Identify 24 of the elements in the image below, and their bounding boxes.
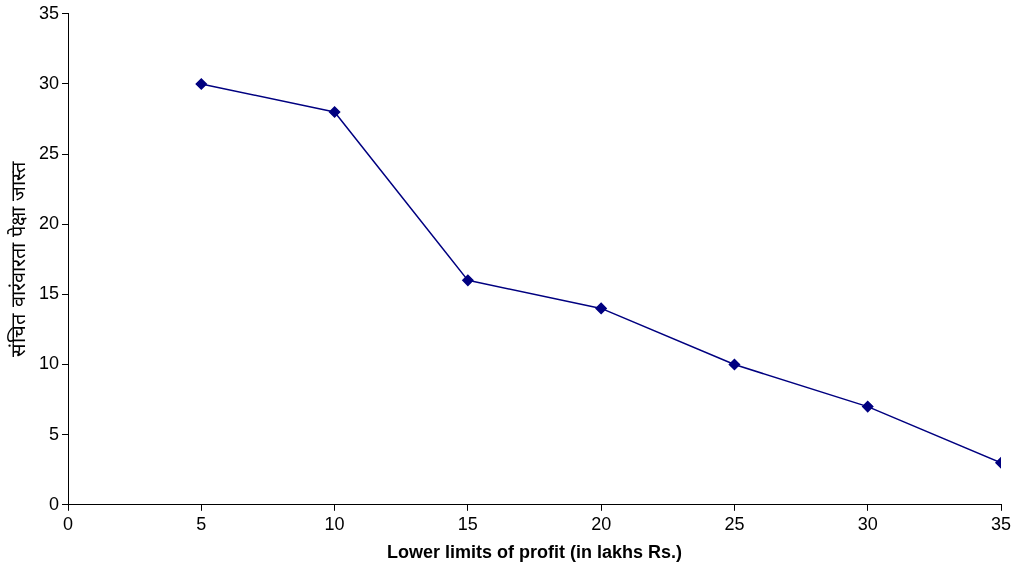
point <box>861 400 874 413</box>
y-tick-label: 10 <box>38 353 60 374</box>
point <box>595 302 607 315</box>
y-tick-label: 35 <box>38 2 60 23</box>
x-tick-label: 20 <box>591 513 612 534</box>
point <box>462 274 474 287</box>
x-tick-label: 5 <box>196 513 207 534</box>
y-tick-label: 15 <box>38 283 60 304</box>
point <box>195 78 208 90</box>
y-tick-label: 0 <box>49 493 60 514</box>
y-axis-title: संचित वारंवारता पेक्षा जास्त <box>6 160 31 357</box>
y-tick-label: 20 <box>38 213 60 234</box>
x-tick-label: 30 <box>857 513 878 534</box>
x-tick-label: 10 <box>324 513 345 534</box>
y-tick-label: 25 <box>38 143 60 164</box>
y-tick-label: 5 <box>49 423 60 444</box>
x-tick-label: 15 <box>457 513 478 534</box>
x-tick-label: 35 <box>990 513 1012 534</box>
x-tick-label: 25 <box>724 513 745 534</box>
point <box>328 106 341 118</box>
x-tick-label: 0 <box>63 513 74 534</box>
x-axis-title: Lower limits of profit (in lakhs Rs.) <box>387 542 683 563</box>
y-tick-label: 30 <box>38 72 60 93</box>
point <box>728 358 741 371</box>
